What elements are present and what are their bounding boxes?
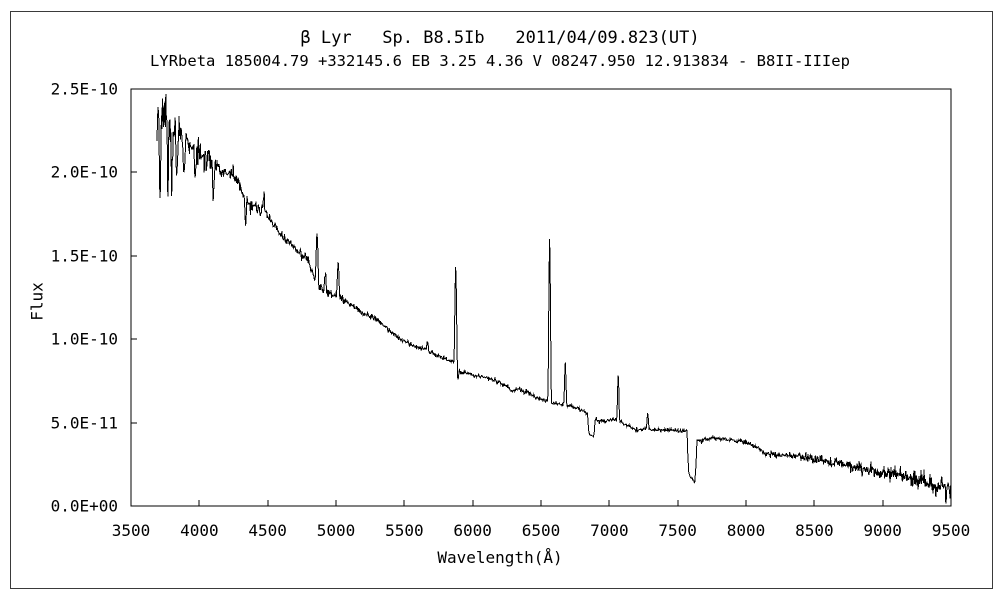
x-tick-label: 6000 — [453, 521, 492, 540]
y-tick-label: 0.0E+00 — [50, 496, 118, 516]
x-tick-label: 9000 — [863, 521, 902, 540]
y-tick-label: 2.5E-10 — [50, 79, 118, 99]
x-tick-label: 7000 — [590, 521, 629, 540]
y-tick-label: 2.0E-10 — [50, 162, 118, 182]
x-tick-label: 5500 — [385, 521, 424, 540]
spectrum-trace — [156, 94, 952, 504]
y-axis-label: Flux — [27, 282, 47, 321]
x-tick-label: 4000 — [180, 521, 219, 540]
x-tick-label: 5000 — [316, 521, 356, 540]
y-tick-label: 1.5E-10 — [50, 246, 118, 266]
figure-border — [10, 11, 993, 589]
y-tick-label: 5.0E-11 — [50, 413, 118, 433]
y-tick-label: 1.0E-10 — [50, 329, 118, 349]
x-tick-label: 8000 — [726, 521, 766, 540]
x-tick-label: 6500 — [521, 521, 561, 540]
x-tick-label: 3500 — [111, 521, 151, 540]
x-tick-label: 4500 — [248, 521, 287, 540]
x-tick-label: 8500 — [795, 521, 834, 540]
chart-subtitle: LYRbeta 185004.79 +332145.6 EB 3.25 4.36… — [150, 52, 850, 70]
x-axis-label: Wavelength(Å) — [437, 548, 563, 567]
x-tick-label: 7500 — [658, 521, 697, 540]
chart-title: β Lyr Sp. B8.5Ib 2011/04/09.823(UT) — [300, 28, 700, 48]
plot-frame — [130, 88, 952, 507]
x-tick-label: 9500 — [931, 521, 971, 540]
